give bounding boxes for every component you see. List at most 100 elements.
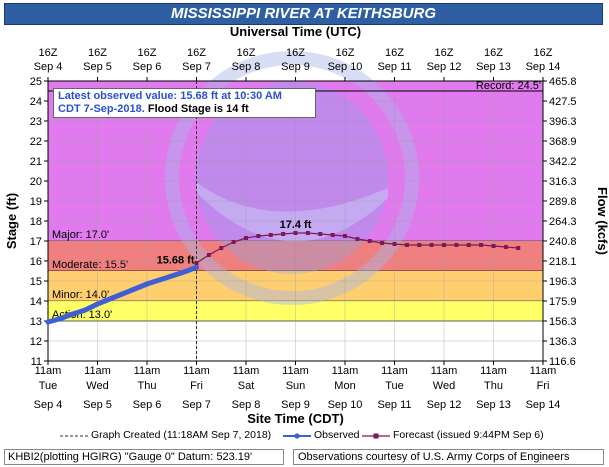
observed-point [156,277,162,283]
y2-tick-label: 156.3 [549,316,577,328]
bottom-tick-date: Sep 13 [476,399,511,411]
forecast-point [330,233,335,237]
forecast-point [380,241,385,245]
top-tick-date: Sep 4 [34,61,63,73]
top-axis-title: Universal Time (UTC) [230,24,361,39]
bottom-tick-time: 11am [332,365,359,377]
y2-tick-label: 289.8 [549,196,577,208]
bottom-tick-weekday: Tue [385,380,404,392]
y-tick-label: 15 [30,276,42,288]
y2-tick-label: 368.9 [549,136,577,148]
y2-tick-label: 342.2 [549,156,577,168]
bottom-tick-time: 11am [84,365,111,377]
y2-tick-label: 465.8 [549,76,577,88]
bottom-tick-weekday: Fri [537,380,550,392]
observed-point [144,281,150,287]
forecast-point [281,232,286,236]
band-major-label: Major: 17.0' [52,229,109,241]
noaa-watermark-wave [196,182,388,242]
legend-forecast-marker [373,433,379,439]
forecast-point [404,243,409,247]
y-tick-label: 22 [30,136,42,148]
bottom-tick-date: Sep 14 [526,399,561,411]
observed-point [95,301,100,307]
bottom-tick-date: Sep 8 [232,399,261,411]
y2-tick-label: 316.3 [549,176,577,188]
forecast-point [343,234,347,238]
bottom-tick-weekday: Wed [86,380,108,392]
y2-tick-label: 116.6 [549,356,576,368]
y2-axis-title: Flow (kcfs) [595,187,609,255]
noaa-watermark-ring [165,51,419,305]
gauge-datum-footer: KHBI2(plotting HGIRG) "Gauge 0" Datum: 5… [4,449,284,465]
top-tick-time: 16Z [187,47,206,59]
y2-tick-label: 196.3 [549,276,577,288]
forecast-point [268,233,273,237]
observed-point [194,265,199,270]
band-minor-label: Minor: 14.0' [52,289,109,301]
y2-tick-label: 427.5 [549,96,577,108]
y-tick-label: 17 [30,236,42,248]
latest-observation-line1: Latest observed value: 15.68 ft at 10:30… [58,90,282,102]
forecast-point [367,239,372,243]
forecast-peak-label: 17.4 ft [280,219,312,231]
forecast-point [454,243,459,247]
top-tick-time: 16Z [88,47,107,59]
noaa-watermark-disc [196,82,388,274]
top-tick-time: 16Z [286,47,305,59]
top-tick-date: Sep 12 [427,61,462,73]
bottom-tick-time: 11am [233,365,260,377]
forecast-point [206,253,211,257]
forecast-point [256,234,261,238]
legend-forecast-label: Forecast (issued 9:44PM Sep 6) [393,429,544,441]
forecast-point [503,245,508,249]
y2-tick-label: 240.8 [549,236,577,248]
flood-stage-note: Flood Stage is 14 ft [144,103,249,115]
bottom-tick-date: Sep 7 [182,399,211,411]
forecast-point [429,243,434,247]
top-tick-time: 16Z [534,47,553,59]
y2-tick-label: 175.9 [549,296,577,308]
observations-credit-footer: Observations courtesy of U.S. Army Corps… [293,449,604,465]
forecast-point [194,261,199,265]
y-tick-label: 24 [30,96,42,108]
top-tick-time: 16Z [385,47,404,59]
y2-tick-label: 396.3 [549,116,577,128]
forecast-point [479,243,484,247]
y-tick-label: 23 [30,116,42,128]
chart-title: MISSISSIPPI RIVER AT KEITHSBURG [4,3,603,25]
observed-point [119,291,125,297]
bottom-tick-time: 11am [431,365,458,377]
record-label: Record: 24.5' [476,80,541,92]
forecast-point [219,246,224,250]
y-tick-label: 11 [31,356,42,368]
observation-date: CDT 7-Sep-2018. [58,103,145,115]
bottom-tick-weekday: Sat [238,380,255,392]
bottom-tick-date: Sep 4 [34,399,63,411]
y-tick-label: 16 [30,256,42,268]
observed-value-label: 15.68 ft [157,254,195,266]
top-tick-time: 16Z [237,47,256,59]
observed-point [57,316,63,321]
top-tick-time: 16Z [39,47,58,59]
bottom-tick-date: Sep 11 [377,399,411,411]
observed-point [82,307,88,313]
top-tick-date: Sep 9 [281,61,310,73]
bottom-tick-weekday: Thu [138,380,157,392]
bottom-tick-weekday: Sun [286,380,306,392]
observed-point [132,286,138,292]
y-tick-label: 25 [30,76,42,88]
y-tick-label: 21 [30,156,42,168]
bottom-tick-weekday: Tue [39,380,58,392]
forecast-point [244,236,248,240]
forecast-point [491,244,496,248]
forecast-point [516,246,521,250]
bottom-tick-date: Sep 9 [281,399,310,411]
bottom-tick-time: 11am [282,365,309,377]
top-tick-date: Sep 14 [526,61,561,73]
forecast-point [442,243,446,247]
legend-observed-label: Observed [314,429,360,441]
legend-symbols [60,433,390,439]
bottom-tick-time: 11am [35,365,62,377]
bottom-tick-weekday: Fri [190,380,203,392]
